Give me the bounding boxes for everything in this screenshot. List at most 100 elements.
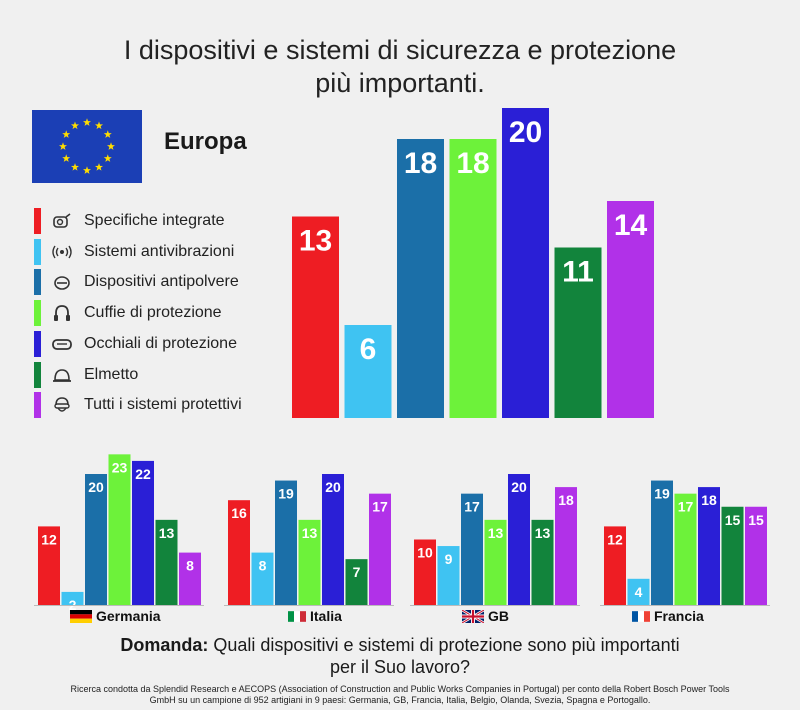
legend-label: Sistemi antivibrazioni — [84, 242, 235, 260]
bar — [369, 493, 391, 605]
bar — [745, 506, 767, 605]
country-name: Germania — [96, 608, 161, 624]
bar — [508, 474, 530, 605]
bar — [721, 506, 744, 605]
data-label: 20 — [511, 479, 527, 495]
data-label: 8 — [186, 558, 194, 574]
bar — [132, 460, 154, 605]
title-line-1: I dispositivi e sistemi di sicurezza e p… — [123, 35, 677, 65]
italy-bar-chart: 16 8 19 13 20 7 17 — [224, 474, 394, 606]
data-label: 12 — [41, 531, 57, 547]
italy-flag-icon — [288, 611, 306, 622]
eu-star-icon — [71, 163, 79, 171]
eu-star-icon — [59, 142, 67, 150]
bar — [179, 552, 201, 605]
data-label: 15 — [725, 512, 741, 528]
bar — [627, 578, 650, 605]
footnote: Ricerca condotta da Splendid Research e … — [0, 684, 800, 706]
bar — [437, 546, 460, 605]
country-name: GB — [488, 608, 509, 624]
data-label: 22 — [135, 466, 151, 482]
helmet-icon — [53, 368, 71, 382]
legend-swatch — [34, 300, 41, 327]
data-label: 18 — [558, 492, 574, 508]
data-label: 4 — [635, 584, 643, 600]
data-label: 20 — [325, 479, 341, 495]
bar — [85, 474, 107, 605]
full-protection-icon — [54, 397, 70, 412]
question-label: Domanda: — [120, 635, 209, 655]
legend-swatch — [34, 269, 41, 296]
legend-item: Tutti i sistemi protettivi — [34, 392, 294, 419]
eu-star-icon — [83, 118, 91, 126]
goggles-icon — [52, 338, 72, 350]
eu-star-icon — [95, 121, 103, 130]
germany-bar-chart: 12 2 20 23 22 13 8 — [34, 454, 204, 610]
eu-star-icon — [107, 142, 115, 150]
legend-item: Specifiche integrate — [34, 208, 294, 234]
data-label: 11 — [562, 256, 594, 289]
question-text-2: per il Suo lavoro? — [329, 657, 471, 677]
data-label: 14 — [614, 209, 648, 242]
question-text-1: Quali dispositivi e sistemi di protezion… — [208, 635, 680, 655]
data-label: 15 — [748, 512, 764, 528]
eu-star-icon — [62, 154, 71, 162]
bar — [155, 519, 178, 605]
eu-star-icon — [83, 166, 91, 174]
data-label: 7 — [353, 564, 361, 580]
legend-item: Sistemi antivibrazioni — [34, 238, 294, 265]
data-label: 13 — [299, 225, 332, 258]
bar — [345, 559, 368, 605]
data-label: 20 — [509, 116, 542, 149]
data-label: 13 — [488, 525, 504, 541]
bar — [38, 526, 60, 605]
bar — [344, 325, 392, 418]
footnote-line-2: GmbH su un campione di 952 artigiani in … — [149, 695, 651, 705]
data-label: 13 — [535, 525, 551, 541]
data-label: 18 — [456, 147, 489, 180]
data-label: 18 — [701, 492, 717, 508]
legend-swatch — [34, 330, 41, 357]
bar — [228, 500, 250, 605]
eu-star-icon — [71, 121, 79, 130]
uk-bar-chart: 10 9 17 13 20 13 18 — [410, 474, 580, 606]
bar — [414, 539, 436, 605]
bar — [554, 247, 602, 418]
data-label: 17 — [678, 499, 694, 515]
uk-flag-icon — [462, 610, 484, 623]
data-label: 8 — [259, 558, 267, 574]
data-label: 16 — [231, 505, 247, 521]
data-label: 23 — [112, 459, 128, 475]
title-line-2: più importanti. — [315, 68, 485, 98]
bar — [275, 480, 297, 605]
bar — [322, 474, 344, 605]
antivibration-icon — [52, 245, 72, 259]
bar — [484, 519, 507, 605]
bar — [604, 526, 626, 605]
bar — [531, 519, 554, 605]
question-line-1: Domanda: Quali dispositivi e sistemi di … — [0, 634, 800, 656]
main-bar-chart: 13 6 18 18 20 11 14 — [292, 108, 654, 418]
legend-swatch — [34, 208, 41, 234]
data-label: 6 — [360, 333, 377, 366]
legend-label: Specifiche integrate — [84, 212, 225, 229]
data-label: 20 — [88, 479, 104, 495]
data-label: 17 — [464, 499, 480, 515]
legend-swatch — [34, 392, 41, 419]
data-label: 10 — [417, 545, 433, 561]
bar — [607, 201, 654, 418]
france-bar-chart: 12 4 19 17 18 15 15 — [600, 480, 770, 606]
germany-flag-icon — [70, 610, 92, 623]
eu-star-icon — [62, 130, 71, 138]
legend-swatch — [34, 238, 41, 265]
bar — [555, 487, 577, 605]
data-label: 2 — [69, 597, 77, 610]
data-label: 9 — [445, 551, 453, 567]
bar — [461, 493, 483, 605]
legend-label: Elmetto — [84, 365, 139, 383]
legend-label: Tutti i sistemi protettivi — [84, 396, 242, 414]
bar — [397, 139, 444, 418]
data-label: 13 — [302, 525, 318, 541]
bar — [61, 591, 84, 605]
